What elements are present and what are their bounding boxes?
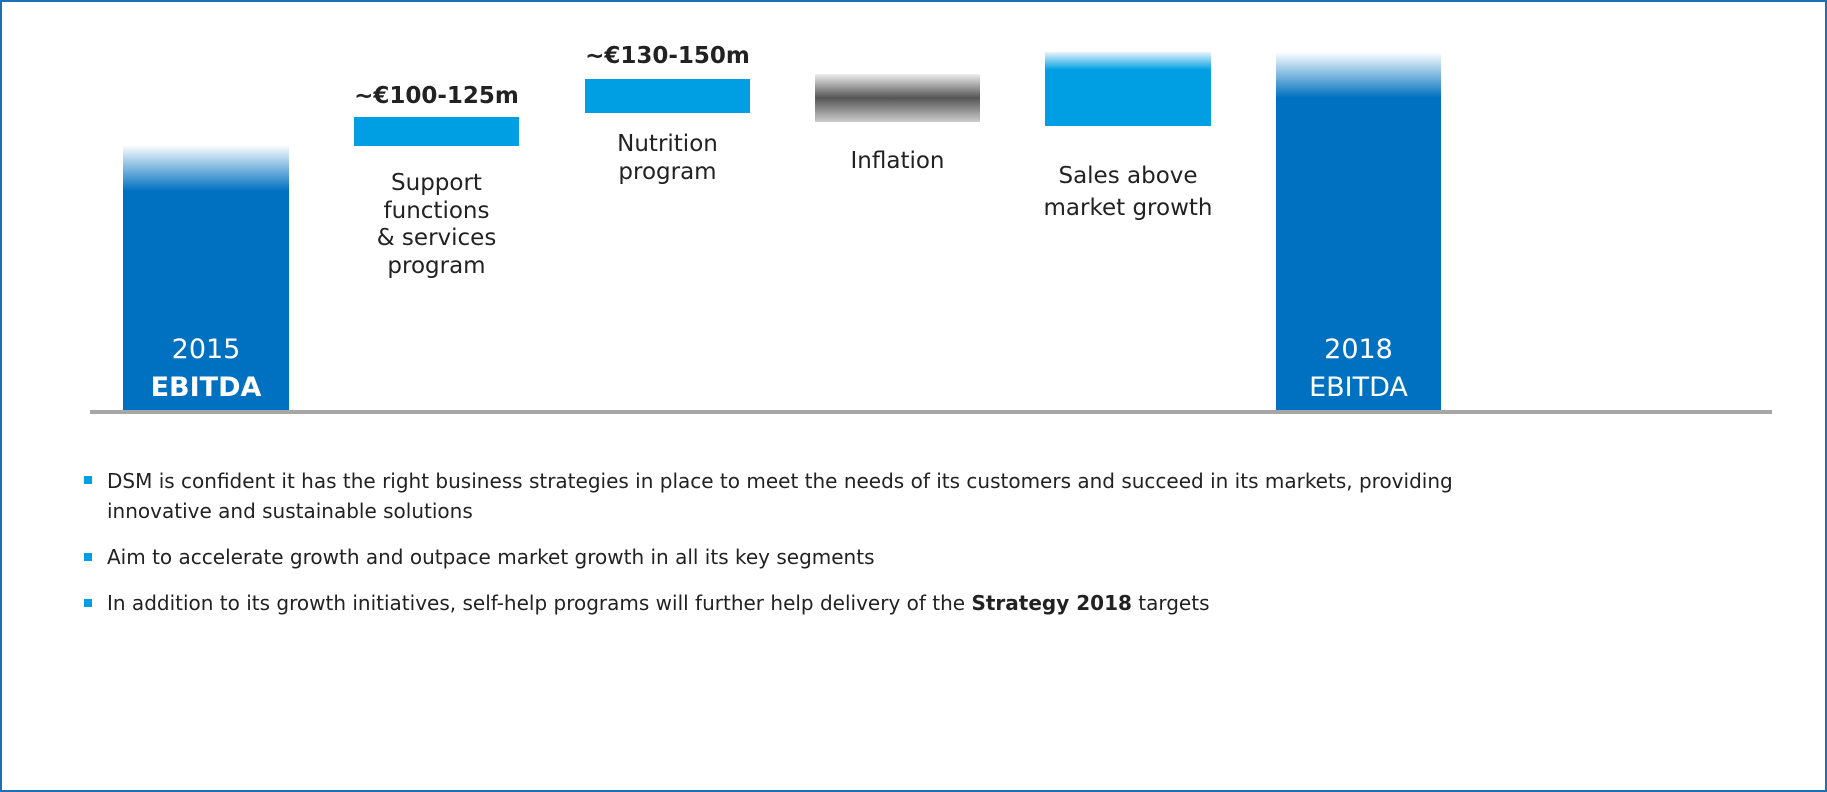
step-label: Support functions & services program: [334, 170, 539, 280]
bullet: Aim to accelerate growth and outpace mar…: [107, 542, 1547, 572]
bullet-marker: [84, 476, 92, 484]
bar-support: [354, 117, 519, 146]
label-line: program: [387, 252, 486, 279]
bar-inflation: [815, 74, 980, 122]
bar-label: 2015 EBITDA: [123, 331, 289, 407]
step-label: Inflation: [795, 148, 1000, 176]
bar-2018: [1276, 52, 1441, 410]
bar-label: 2018 EBITDA: [1276, 331, 1441, 407]
label-line: functions: [383, 197, 490, 224]
label-line: EBITDA: [1309, 372, 1408, 403]
bar-2015: [123, 145, 289, 410]
label-line: Inflation: [850, 148, 945, 174]
step-label: Nutrition program: [565, 131, 770, 186]
annotation: ~€130-150m: [585, 43, 750, 69]
label-line: market growth: [1043, 195, 1213, 221]
label-line: EBITDA: [150, 372, 262, 403]
label-line: 2018: [1324, 334, 1393, 365]
bullet-text-bold: Strategy 2018: [971, 591, 1132, 615]
step-label: Sales above market growth: [1008, 160, 1248, 224]
bar-nutrition: [585, 79, 750, 113]
bullet-text: Aim to accelerate growth and outpace mar…: [107, 545, 875, 569]
label-line: program: [618, 158, 717, 185]
annotation: ~€100-125m: [354, 83, 519, 109]
label-line: Sales above: [1058, 163, 1198, 189]
bullet-marker: [84, 599, 92, 607]
bar-sales: [1045, 52, 1211, 126]
label-line: Support: [391, 170, 482, 196]
label-line: & services: [376, 225, 497, 251]
baseline: [90, 410, 1772, 414]
bullet-text: targets: [1131, 591, 1210, 615]
label-line: 2015: [171, 334, 241, 365]
label-line: Nutrition: [617, 131, 718, 157]
bullet-text: In addition to its growth initiatives, s…: [107, 591, 972, 615]
bullet-text: DSM is confident it has the right busine…: [107, 469, 1453, 523]
bullet: DSM is confident it has the right busine…: [107, 466, 1547, 526]
bullet: In addition to its growth initiatives, s…: [107, 588, 1547, 618]
bullet-marker: [84, 553, 92, 561]
